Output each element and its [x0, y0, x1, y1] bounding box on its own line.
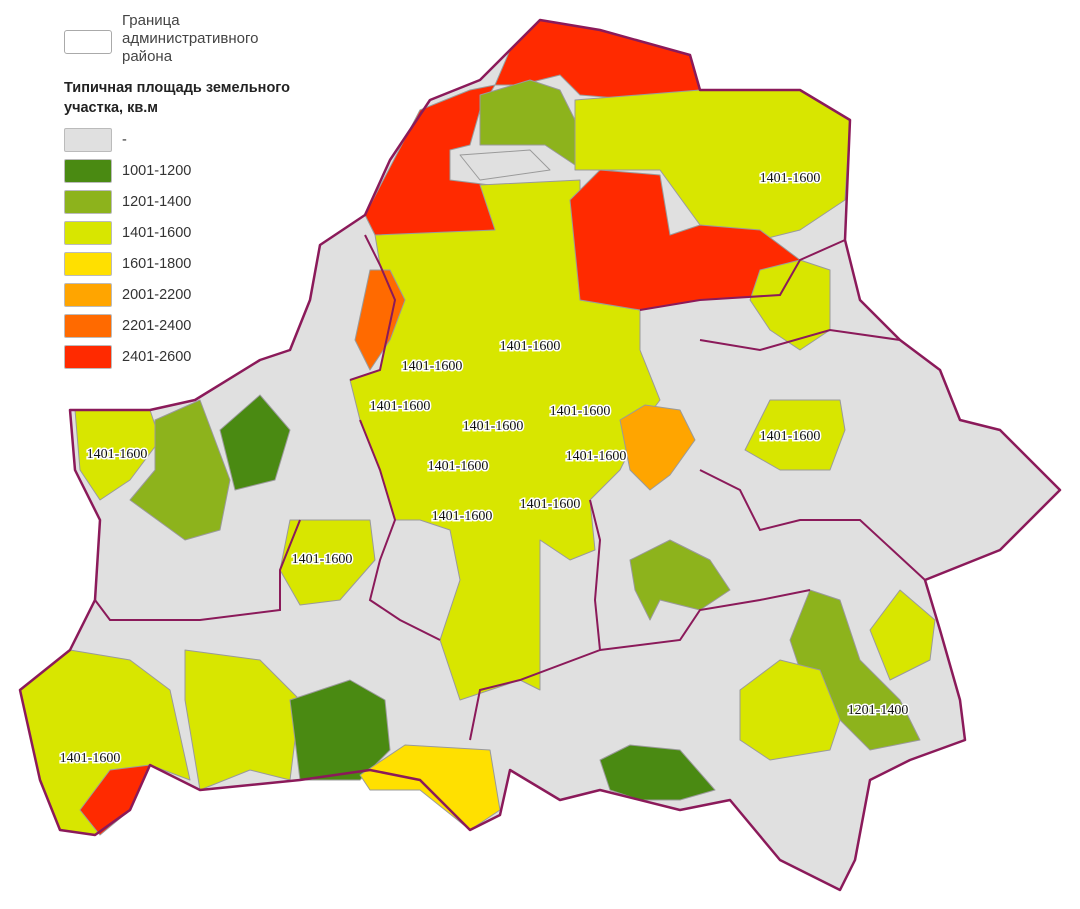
map-label: 1401-1600: [760, 429, 821, 444]
region-border: [639, 239, 846, 311]
map-label: 1401-1600: [550, 404, 611, 419]
legend-item: 2401-2600: [64, 341, 334, 372]
legend-swatch: [64, 313, 112, 338]
map-label: 1401-1600: [87, 447, 148, 462]
region-border: [699, 328, 901, 352]
legend-label: 2201-2400: [122, 317, 192, 334]
legend-swatch: [64, 282, 112, 307]
region-border: [699, 469, 926, 581]
country-border: [18, 18, 1062, 892]
legend-label: 2001-2200: [122, 286, 192, 303]
district-area: [869, 589, 936, 681]
legend-label: -: [122, 131, 127, 148]
district-area: [599, 744, 716, 801]
border-label: Граница административного района: [122, 12, 259, 65]
map-label: 1401-1600: [402, 359, 463, 374]
region-border: [599, 589, 811, 651]
legend-item: 1201-1400: [64, 186, 334, 217]
map-label: 1401-1600: [292, 552, 353, 567]
legend-item: 2001-2200: [64, 279, 334, 310]
legend-label: 1401-1600: [122, 224, 192, 241]
map-label: 1401-1600: [370, 399, 431, 414]
legend-label: 1601-1800: [122, 255, 192, 272]
region-border: [94, 519, 301, 621]
map-label: 1401-1600: [760, 171, 821, 186]
map-label: 1401-1600: [520, 497, 581, 512]
district-area: [739, 659, 841, 761]
legend-label: 1201-1400: [122, 193, 192, 210]
district-area: [184, 649, 301, 791]
legend-border-item: Граница административного района: [64, 12, 334, 66]
map-label: 1401-1600: [60, 751, 121, 766]
district-area: [459, 149, 551, 181]
map-label: 1401-1600: [500, 339, 561, 354]
region-border: [349, 234, 397, 381]
district-area: [744, 399, 846, 471]
legend-item: 1401-1600: [64, 217, 334, 248]
region-border: [359, 419, 441, 641]
district-area: [569, 169, 801, 311]
legend: Граница административного района Типична…: [64, 12, 334, 372]
legend-label: 2401-2600: [122, 348, 192, 365]
district-area: [619, 404, 696, 491]
map-label: 1401-1600: [432, 509, 493, 524]
legend-swatch: [64, 220, 112, 245]
map-label: 1201-1400: [848, 703, 909, 718]
legend-swatch: [64, 344, 112, 369]
legend-swatch: [64, 189, 112, 214]
district-area: [129, 399, 231, 541]
legend-swatch: [64, 251, 112, 276]
border-swatch: [64, 30, 112, 54]
legend-swatch: [64, 127, 112, 152]
map-label: 1401-1600: [463, 419, 524, 434]
legend-item: -: [64, 124, 334, 155]
legend-label: 1001-1200: [122, 162, 192, 179]
map-label: 1401-1600: [566, 449, 627, 464]
district-area: [219, 394, 291, 491]
legend-item: 1601-1800: [64, 248, 334, 279]
legend-item: 2201-2400: [64, 310, 334, 341]
legend-swatch: [64, 158, 112, 183]
map-label: 1401-1600: [428, 459, 489, 474]
district-area: [359, 744, 501, 831]
district-area: [749, 259, 831, 351]
legend-item: 1001-1200: [64, 155, 334, 186]
legend-title: Типичная площадь земельного участка, кв.…: [64, 80, 291, 116]
